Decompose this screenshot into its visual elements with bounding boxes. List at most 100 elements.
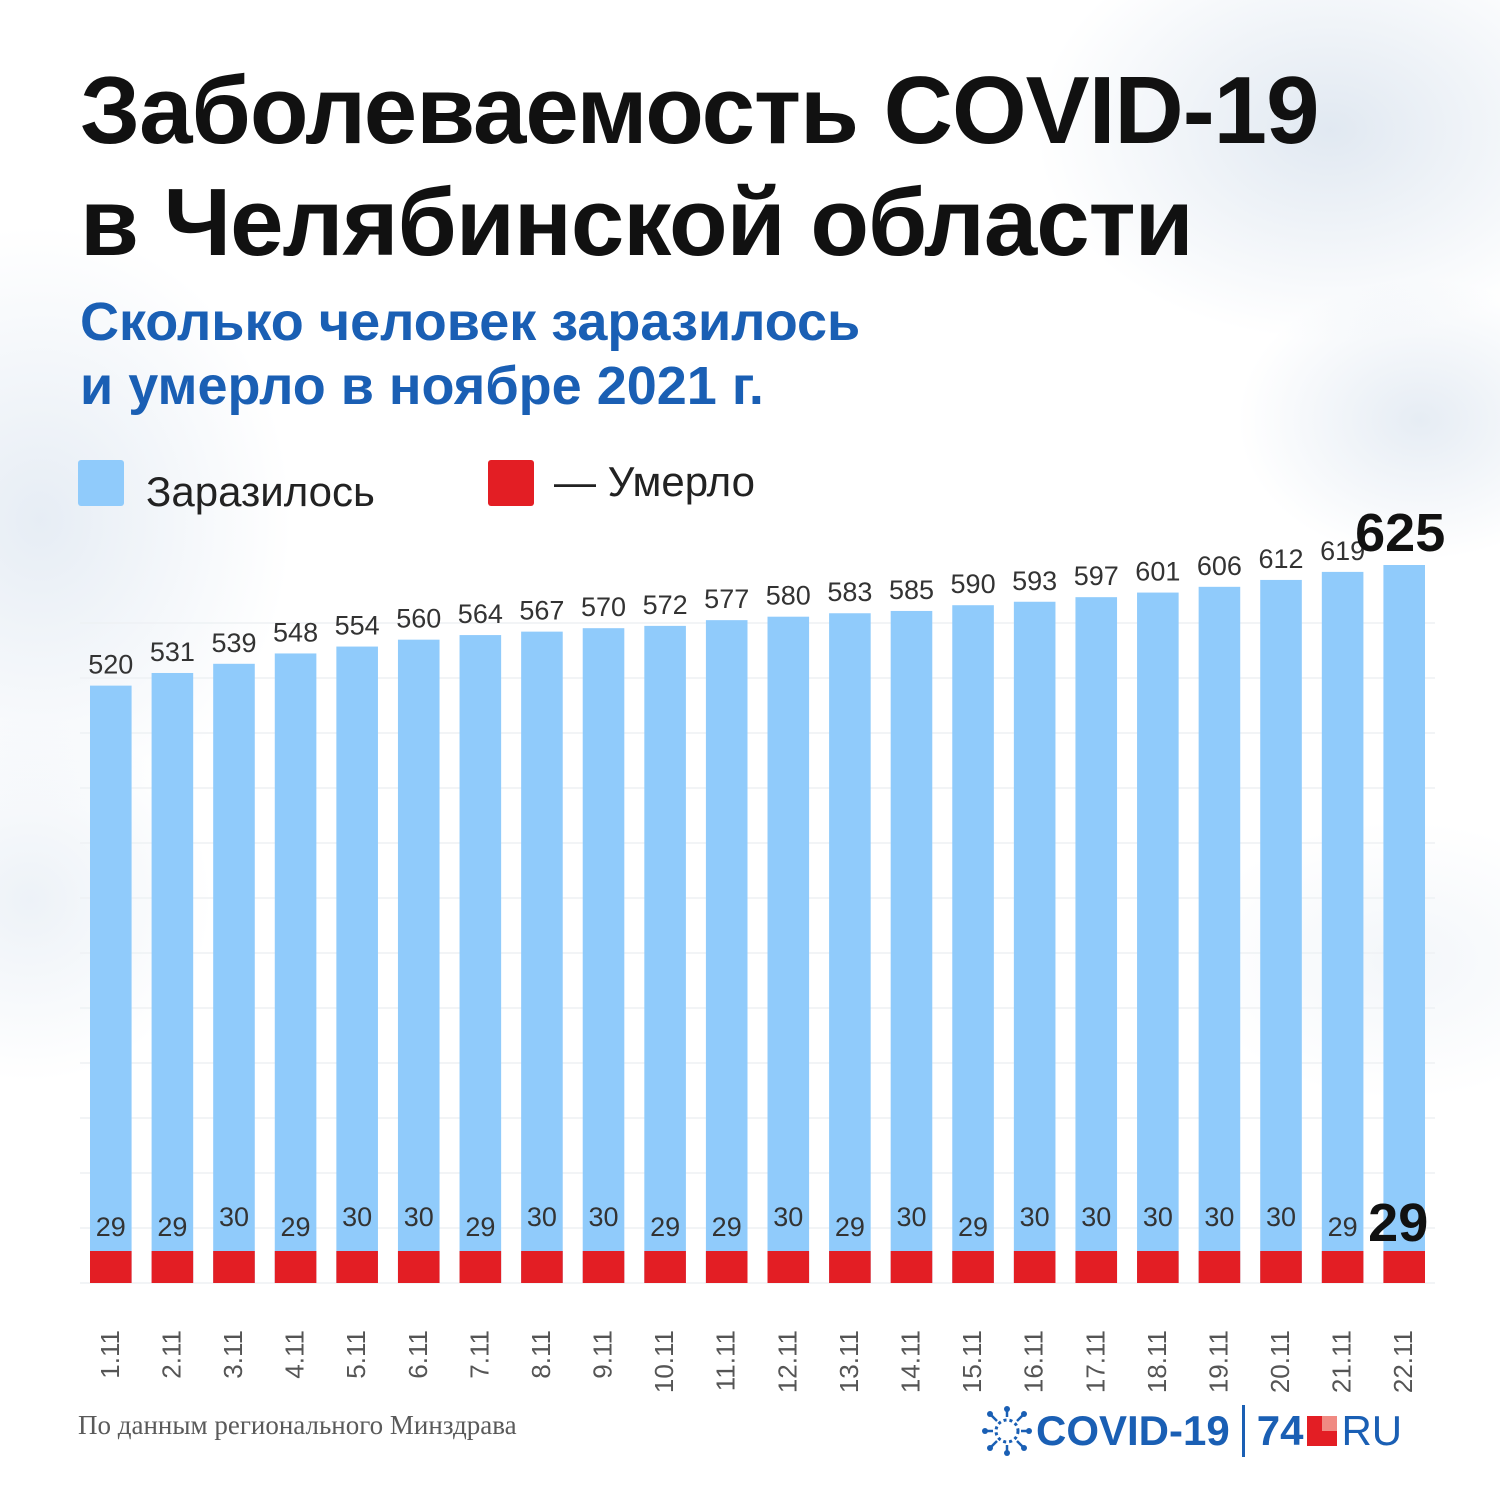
category-label: 13.11 <box>834 1330 864 1393</box>
data-label-infected: 548 <box>273 617 318 647</box>
logo-square-icon <box>1307 1416 1338 1446</box>
bar-infected <box>1321 571 1364 1283</box>
data-label-deaths: 30 <box>1081 1202 1111 1232</box>
data-label-infected: 539 <box>211 628 256 658</box>
bar-infected <box>1383 565 1425 1283</box>
bar-deaths <box>829 1251 871 1283</box>
data-label-infected: 580 <box>766 581 811 611</box>
bar-infected <box>1198 586 1241 1283</box>
bar-infected <box>644 625 686 1283</box>
virus-icon <box>982 1406 1032 1456</box>
title-line-2: в Челябинской области <box>80 169 1194 276</box>
category-label: 6.11 <box>403 1330 433 1379</box>
data-label-deaths: 30 <box>1020 1202 1050 1232</box>
category-label: 15.11 <box>957 1330 987 1393</box>
legend-swatch-deaths <box>488 460 534 506</box>
subtitle-line-2: и умерло в ноябре 2021 г. <box>80 356 764 416</box>
bar-deaths <box>1321 1251 1364 1283</box>
data-label-deaths: 30 <box>219 1202 249 1232</box>
legend-swatch-infected <box>78 460 124 506</box>
bar-deaths <box>336 1251 378 1283</box>
bar-deaths <box>397 1251 440 1283</box>
logo-ru-text: RU <box>1341 1407 1403 1454</box>
data-label-deaths: 29 <box>1328 1212 1358 1242</box>
bar-infected <box>890 610 933 1283</box>
data-label-infected: 625 <box>1355 503 1445 563</box>
bar-infected <box>1075 597 1118 1283</box>
logo-number: 74 <box>1256 1407 1304 1454</box>
category-label: 12.11 <box>772 1330 802 1393</box>
data-label-deaths: 30 <box>527 1202 557 1232</box>
bar-infected <box>952 605 994 1283</box>
bar-deaths <box>952 1251 994 1283</box>
category-label: 18.11 <box>1142 1330 1172 1393</box>
bar-deaths <box>644 1251 686 1283</box>
bar-infected <box>336 646 378 1283</box>
category-label: 5.11 <box>341 1330 371 1379</box>
category-label: 16.11 <box>1019 1330 1049 1393</box>
data-label-deaths: 29 <box>958 1212 988 1242</box>
data-label-infected: 531 <box>150 637 195 667</box>
data-label-deaths: 29 <box>1368 1193 1428 1253</box>
bar-infected <box>274 653 317 1283</box>
bar-infected <box>213 663 255 1283</box>
data-label-infected: 570 <box>581 592 626 622</box>
category-label: 21.11 <box>1327 1330 1357 1393</box>
data-label-deaths: 29 <box>835 1212 865 1242</box>
data-label-infected: 520 <box>88 650 133 680</box>
data-label-deaths: 29 <box>465 1212 495 1242</box>
bar-infected <box>1137 592 1179 1283</box>
bar-deaths <box>582 1251 625 1283</box>
bar-deaths <box>1137 1251 1179 1283</box>
page-subtitle: Сколько человек заразилось и умерло в но… <box>80 290 860 418</box>
data-label-infected: 619 <box>1320 536 1365 566</box>
category-label: 11.11 <box>711 1330 741 1391</box>
data-label-infected: 583 <box>827 577 872 607</box>
category-label: 14.11 <box>895 1330 925 1393</box>
bar-deaths <box>90 1251 132 1283</box>
logo-divider <box>1241 1405 1245 1457</box>
legend-label-infected: Заразилось <box>146 468 375 515</box>
bar-deaths <box>1383 1251 1425 1283</box>
source-note: По данным регионального Минздрава <box>78 1410 517 1440</box>
bar-infected <box>1260 579 1302 1283</box>
category-label: 9.11 <box>588 1330 618 1379</box>
bar-deaths <box>213 1251 255 1283</box>
bar-infected <box>151 672 194 1283</box>
category-label: 8.11 <box>526 1330 556 1379</box>
category-label: 4.11 <box>280 1330 310 1379</box>
bar-infected <box>521 631 563 1283</box>
legend-label-deaths: — Умерло <box>554 458 755 505</box>
subtitle-line-1: Сколько человек заразилось <box>80 292 861 352</box>
bar-deaths <box>1075 1251 1118 1283</box>
bar-infected <box>1013 601 1056 1283</box>
data-label-deaths: 29 <box>712 1212 742 1242</box>
data-label-deaths: 30 <box>588 1202 618 1232</box>
data-label-deaths: 30 <box>773 1202 803 1232</box>
category-label: 17.11 <box>1080 1330 1110 1393</box>
data-label-infected: 564 <box>458 599 503 629</box>
data-label-infected: 585 <box>889 575 934 605</box>
bar-deaths <box>1260 1251 1302 1283</box>
category-label: 1.11 <box>95 1330 125 1379</box>
bar-deaths <box>1198 1251 1241 1283</box>
data-label-infected: 560 <box>396 604 441 634</box>
bar-deaths <box>521 1251 563 1283</box>
data-label-infected: 572 <box>643 590 688 620</box>
bar-deaths <box>459 1251 502 1283</box>
data-label-infected: 590 <box>951 569 996 599</box>
page-title: Заболеваемость COVID-19 в Челябинской об… <box>80 55 1319 279</box>
category-label: 10.11 <box>649 1330 679 1393</box>
data-label-deaths: 30 <box>1266 1202 1296 1232</box>
title-line-1: Заболеваемость COVID-19 <box>80 57 1319 164</box>
category-label: 7.11 <box>464 1330 494 1379</box>
logo-covid-text: COVID-19 <box>1036 1407 1230 1454</box>
data-label-infected: 593 <box>1012 566 1057 596</box>
data-label-infected: 577 <box>704 584 749 614</box>
data-label-deaths: 29 <box>96 1212 126 1242</box>
data-label-infected: 601 <box>1135 557 1180 587</box>
bar-deaths <box>767 1251 810 1283</box>
data-label-deaths: 29 <box>650 1212 680 1242</box>
category-label: 20.11 <box>1265 1330 1295 1393</box>
bar-infected <box>705 620 748 1283</box>
